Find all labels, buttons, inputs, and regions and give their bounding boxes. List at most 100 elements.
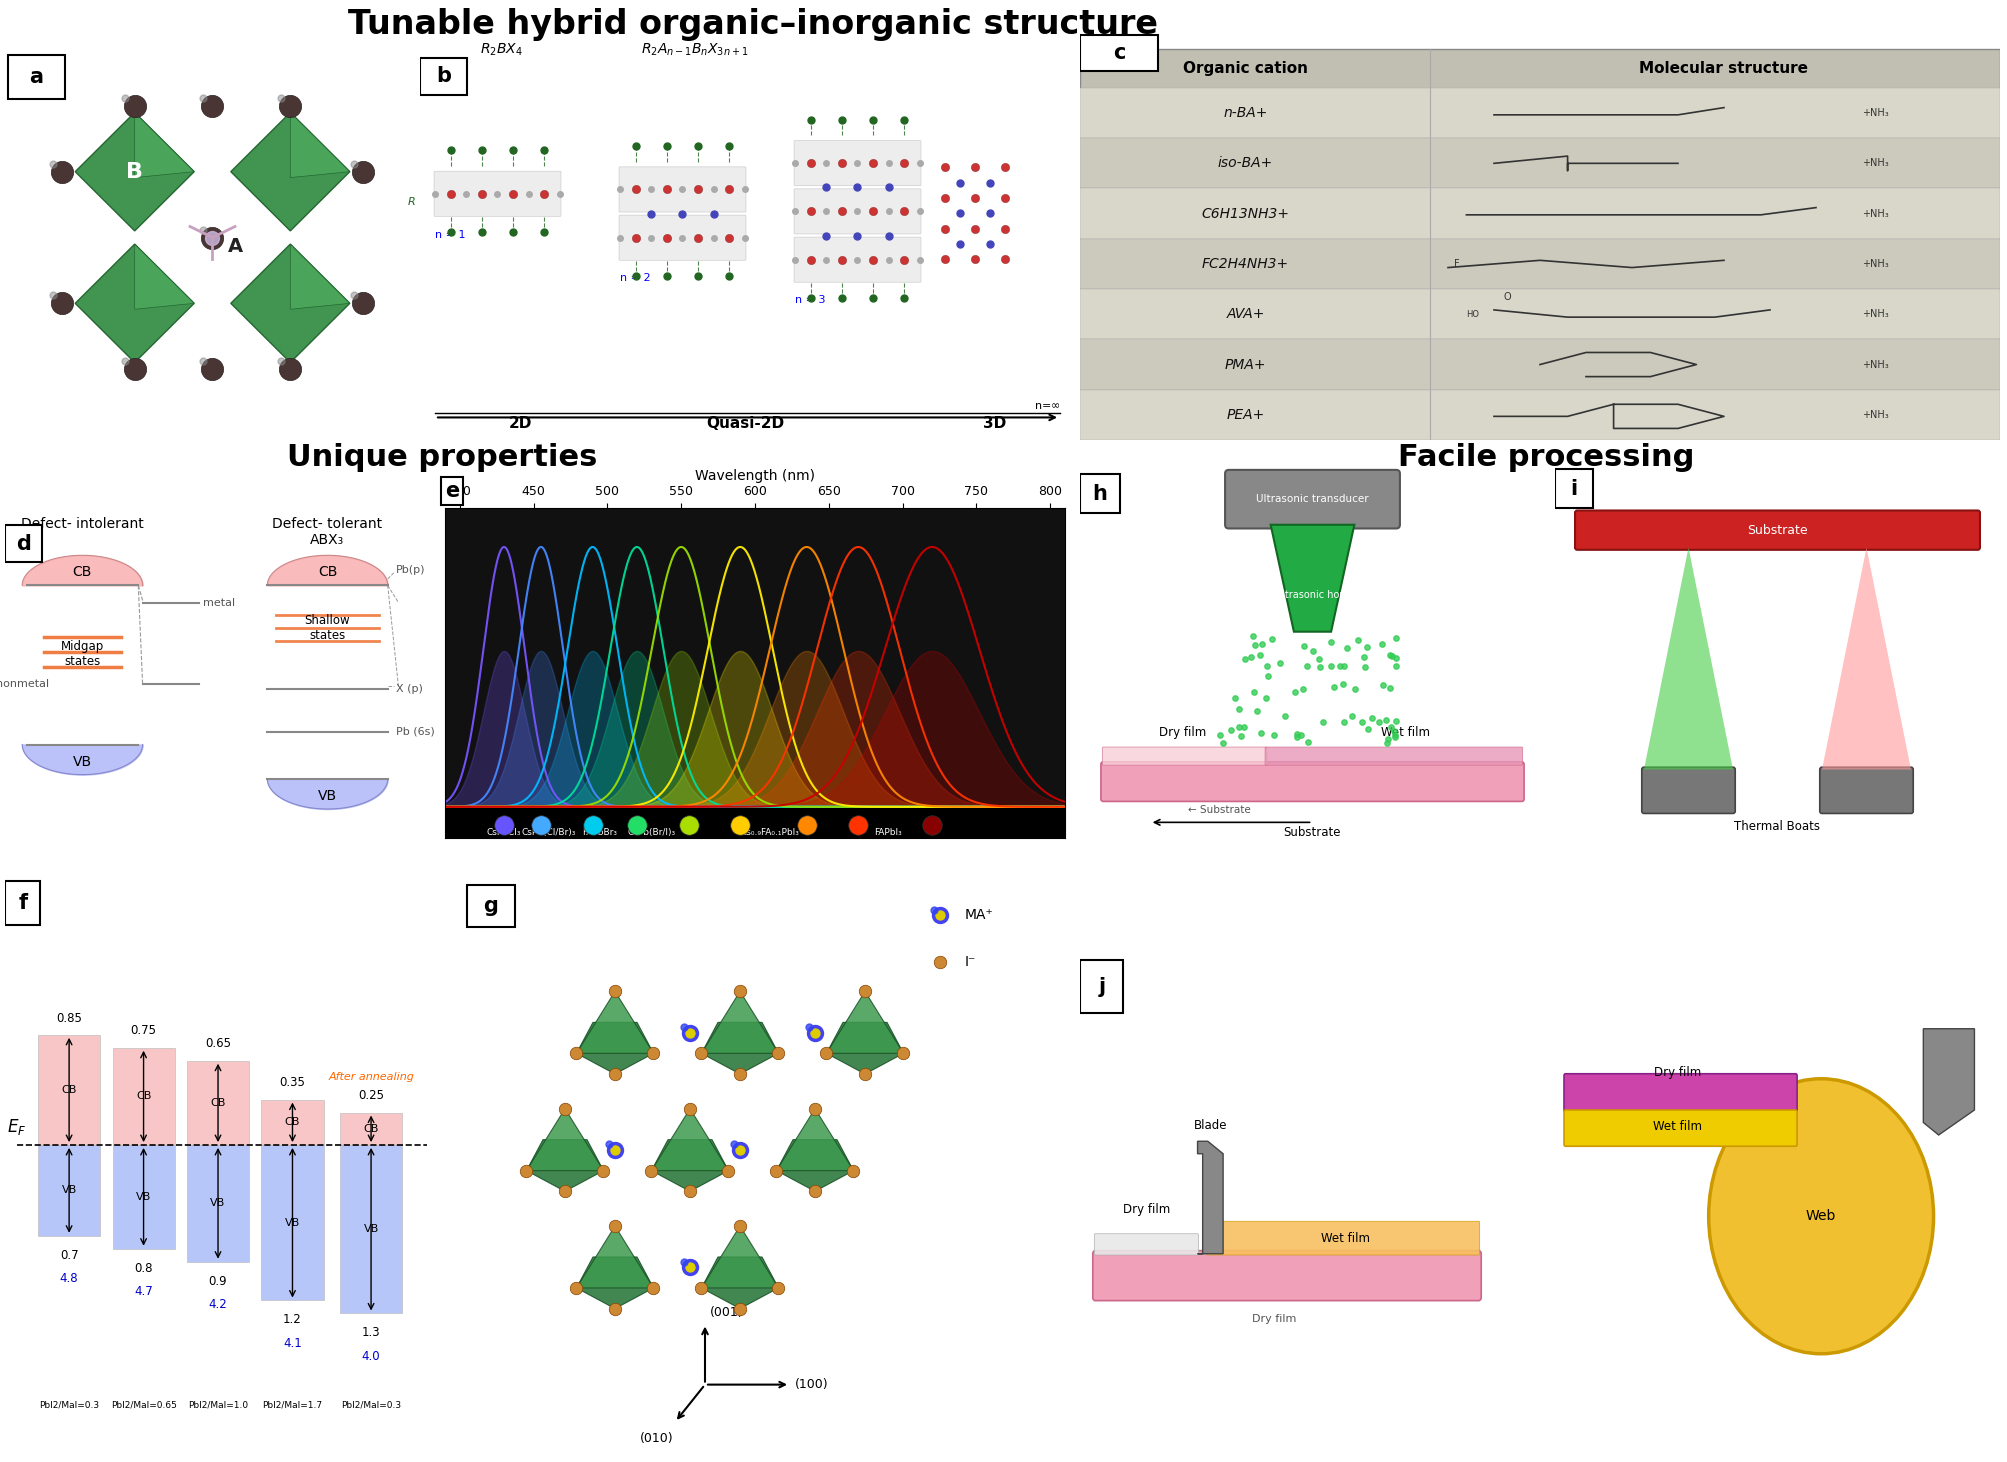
Text: PbI2/MaI=0.3: PbI2/MaI=0.3 bbox=[341, 1401, 401, 1409]
Point bbox=[1367, 674, 1399, 697]
Polygon shape bbox=[650, 1140, 729, 1192]
Point bbox=[1379, 709, 1411, 732]
Text: 0.25: 0.25 bbox=[357, 1089, 383, 1102]
Text: j: j bbox=[1098, 977, 1106, 997]
FancyBboxPatch shape bbox=[1080, 189, 1999, 238]
FancyBboxPatch shape bbox=[1080, 139, 1999, 189]
Text: n = 3: n = 3 bbox=[795, 295, 825, 306]
Text: a: a bbox=[30, 67, 42, 88]
Text: h: h bbox=[1092, 484, 1108, 503]
Text: FAPbBr₃: FAPbBr₃ bbox=[582, 827, 618, 836]
FancyBboxPatch shape bbox=[38, 1035, 100, 1145]
FancyBboxPatch shape bbox=[1563, 1110, 1796, 1146]
Point bbox=[1224, 724, 1256, 747]
Text: Ultrasonic transducer: Ultrasonic transducer bbox=[1256, 494, 1369, 504]
Text: O: O bbox=[1503, 292, 1509, 303]
FancyBboxPatch shape bbox=[1642, 768, 1734, 813]
Polygon shape bbox=[134, 244, 195, 310]
Point bbox=[1379, 725, 1411, 749]
FancyBboxPatch shape bbox=[793, 189, 921, 234]
Point bbox=[1204, 724, 1236, 747]
Point bbox=[1373, 643, 1405, 667]
Point bbox=[1250, 687, 1282, 711]
Text: 3D: 3D bbox=[983, 417, 1006, 431]
FancyBboxPatch shape bbox=[1092, 1250, 1481, 1301]
Text: $R_2A_{n-1}B_nX_{3n+1}$: $R_2A_{n-1}B_nX_{3n+1}$ bbox=[640, 41, 749, 57]
Text: VB: VB bbox=[285, 1218, 299, 1228]
Point bbox=[1371, 731, 1403, 754]
Point bbox=[1284, 722, 1317, 746]
Point bbox=[1206, 731, 1238, 754]
Point bbox=[1379, 654, 1411, 677]
Point bbox=[1291, 654, 1323, 677]
Polygon shape bbox=[650, 1108, 729, 1171]
Polygon shape bbox=[777, 1108, 853, 1171]
Point bbox=[1268, 705, 1301, 728]
Text: +NH₃: +NH₃ bbox=[1860, 158, 1889, 168]
Text: +NH₃: +NH₃ bbox=[1860, 360, 1889, 370]
Text: CB: CB bbox=[363, 1124, 379, 1135]
Text: 0.7: 0.7 bbox=[60, 1249, 78, 1262]
Point bbox=[1262, 651, 1295, 674]
Text: 0.85: 0.85 bbox=[56, 1012, 82, 1025]
FancyBboxPatch shape bbox=[339, 1113, 401, 1145]
FancyBboxPatch shape bbox=[1080, 88, 1999, 139]
Polygon shape bbox=[291, 113, 349, 177]
Polygon shape bbox=[576, 1227, 652, 1288]
Polygon shape bbox=[827, 991, 903, 1053]
Text: Unique properties: Unique properties bbox=[287, 443, 596, 472]
Point bbox=[1256, 627, 1288, 651]
Point bbox=[1256, 724, 1288, 747]
FancyBboxPatch shape bbox=[112, 1048, 175, 1145]
FancyBboxPatch shape bbox=[1094, 1234, 1198, 1254]
Text: PbI2/MaI=0.3: PbI2/MaI=0.3 bbox=[38, 1401, 98, 1409]
Text: AVA+: AVA+ bbox=[1226, 307, 1264, 322]
Text: FC2H4NH3+: FC2H4NH3+ bbox=[1202, 257, 1288, 270]
Text: Cs₀.₉FA₀.₁PbI₃: Cs₀.₉FA₀.₁PbI₃ bbox=[741, 827, 799, 836]
Text: CB: CB bbox=[72, 566, 92, 579]
Point bbox=[1363, 711, 1395, 734]
Text: HO: HO bbox=[1465, 310, 1479, 319]
Point bbox=[1375, 715, 1407, 738]
Text: 0.9: 0.9 bbox=[209, 1275, 227, 1288]
Polygon shape bbox=[231, 244, 349, 363]
Polygon shape bbox=[291, 244, 349, 310]
Text: PbI2/MaI=1.7: PbI2/MaI=1.7 bbox=[263, 1401, 323, 1409]
Text: Wet film: Wet film bbox=[1652, 1120, 1702, 1133]
Point bbox=[1291, 731, 1323, 754]
Point bbox=[1331, 636, 1363, 659]
Text: 4.1: 4.1 bbox=[283, 1336, 301, 1349]
Point bbox=[1373, 675, 1405, 699]
Text: PbI2/MaI=1.0: PbI2/MaI=1.0 bbox=[189, 1401, 249, 1409]
Point bbox=[1315, 654, 1347, 677]
Point bbox=[1238, 680, 1270, 703]
FancyBboxPatch shape bbox=[618, 167, 747, 212]
Text: Dry film: Dry film bbox=[1122, 1203, 1170, 1216]
Text: Organic cation: Organic cation bbox=[1182, 61, 1307, 76]
Polygon shape bbox=[231, 113, 349, 231]
Text: F: F bbox=[1453, 259, 1459, 269]
FancyBboxPatch shape bbox=[1818, 768, 1913, 813]
Point bbox=[1379, 724, 1411, 747]
Polygon shape bbox=[576, 1022, 652, 1075]
Text: CsPb(Br/I)₃: CsPb(Br/I)₃ bbox=[628, 827, 676, 836]
FancyBboxPatch shape bbox=[468, 885, 514, 927]
Text: CB: CB bbox=[136, 1092, 151, 1101]
Text: 4.2: 4.2 bbox=[209, 1298, 227, 1311]
Text: (001): (001) bbox=[710, 1306, 743, 1319]
FancyBboxPatch shape bbox=[1080, 35, 1158, 72]
Text: VB: VB bbox=[136, 1192, 151, 1202]
Text: I⁻: I⁻ bbox=[965, 955, 975, 969]
Point bbox=[1379, 646, 1411, 670]
Text: 2D: 2D bbox=[508, 417, 532, 431]
FancyBboxPatch shape bbox=[1080, 474, 1120, 513]
FancyBboxPatch shape bbox=[793, 237, 921, 282]
Text: VB: VB bbox=[363, 1224, 379, 1234]
Text: X (p): X (p) bbox=[395, 684, 423, 693]
Point bbox=[1250, 664, 1282, 687]
FancyBboxPatch shape bbox=[419, 57, 468, 95]
Point bbox=[1375, 645, 1407, 668]
Text: Wet film: Wet film bbox=[1321, 1231, 1369, 1244]
Text: +NH₃: +NH₃ bbox=[1860, 409, 1889, 420]
Polygon shape bbox=[576, 1257, 652, 1308]
